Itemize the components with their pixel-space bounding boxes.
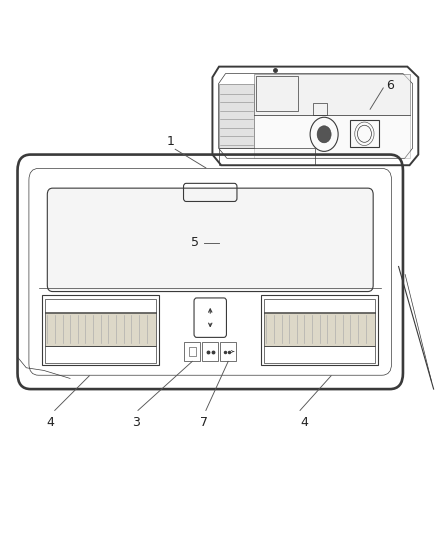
Polygon shape — [254, 74, 410, 158]
FancyBboxPatch shape — [47, 188, 373, 292]
Text: 5: 5 — [191, 236, 199, 249]
Text: 7: 7 — [200, 416, 208, 429]
Polygon shape — [254, 74, 410, 115]
FancyBboxPatch shape — [45, 312, 156, 346]
FancyBboxPatch shape — [264, 312, 375, 346]
Text: 1: 1 — [167, 135, 175, 148]
Circle shape — [317, 126, 331, 143]
Text: 4: 4 — [46, 416, 54, 429]
Text: 3: 3 — [132, 416, 140, 429]
Polygon shape — [219, 84, 254, 148]
Text: 4: 4 — [300, 416, 308, 429]
Text: 6: 6 — [386, 79, 394, 92]
